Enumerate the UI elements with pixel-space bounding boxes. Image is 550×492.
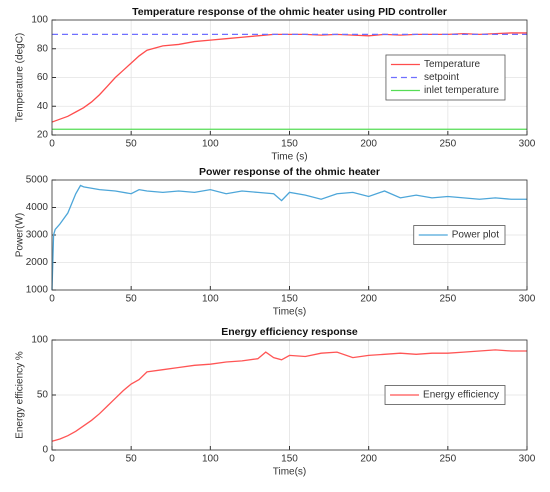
x-tick-label: 150	[281, 139, 298, 150]
legend-label: Energy efficiency	[423, 390, 499, 401]
y-tick-label: 60	[37, 72, 49, 83]
y-tick-label: 20	[37, 130, 49, 141]
x-axis-label: Time (s)	[271, 152, 307, 163]
legend-box	[384, 385, 506, 405]
x-tick-label: 300	[519, 294, 536, 305]
x-tick-label: 300	[519, 454, 536, 465]
legend: Energy efficiency	[384, 385, 506, 405]
x-tick-label: 250	[439, 294, 456, 305]
x-tick-label: 50	[126, 294, 138, 305]
y-tick-label: 100	[31, 335, 48, 346]
data-line	[51, 349, 527, 442]
legend-label: inlet temperature	[424, 85, 499, 96]
x-tick-label: 0	[49, 454, 55, 465]
legend-label: Temperature	[424, 59, 481, 70]
y-tick-label: 50	[37, 390, 49, 401]
y-tick-label: 2000	[26, 257, 49, 268]
legend-box	[413, 225, 506, 245]
y-tick-label: 3000	[26, 230, 49, 241]
x-tick-label: 100	[202, 139, 219, 150]
y-tick-label: 4000	[26, 202, 49, 213]
x-tick-label: 50	[126, 454, 138, 465]
x-axis-label: Time(s)	[273, 467, 307, 478]
legend: Temperature setpoint inlet temperature	[385, 54, 506, 101]
x-tick-label: 250	[439, 454, 456, 465]
x-tick-label: 100	[202, 294, 219, 305]
legend-label: Power plot	[452, 230, 499, 241]
x-tick-label: 150	[281, 294, 298, 305]
x-tick-label: 250	[439, 139, 456, 150]
x-tick-label: 50	[126, 139, 138, 150]
x-tick-label: 0	[49, 139, 55, 150]
x-tick-label: 100	[202, 454, 219, 465]
x-tick-label: 0	[49, 294, 55, 305]
chart-title: Temperature response of the ohmic heater…	[132, 6, 447, 18]
y-tick-label: 5000	[26, 175, 49, 186]
y-axis-label: Energy efficiency %	[15, 351, 26, 439]
axes-box	[51, 179, 528, 291]
y-tick-label: 100	[31, 15, 48, 26]
legend: Power plot	[413, 225, 506, 245]
legend-label: setpoint	[424, 72, 459, 83]
x-tick-label: 300	[519, 139, 536, 150]
y-axis-label: Temperature (degC)	[15, 33, 26, 122]
chart-title: Power response of the ohmic heater	[199, 166, 380, 178]
y-tick-label: 1000	[26, 285, 49, 296]
chart-title: Energy efficiency response	[221, 326, 358, 338]
axes-box	[51, 339, 528, 451]
y-tick-label: 40	[37, 101, 49, 112]
y-axis-label: Power(W)	[15, 213, 26, 257]
y-tick-label: 0	[42, 445, 48, 456]
x-tick-label: 200	[360, 139, 377, 150]
x-tick-label: 200	[360, 454, 377, 465]
axes-box	[51, 19, 528, 136]
y-tick-label: 80	[37, 43, 49, 54]
x-tick-label: 150	[281, 454, 298, 465]
x-axis-label: Time(s)	[273, 307, 307, 318]
data-line	[51, 184, 527, 291]
x-tick-label: 200	[360, 294, 377, 305]
